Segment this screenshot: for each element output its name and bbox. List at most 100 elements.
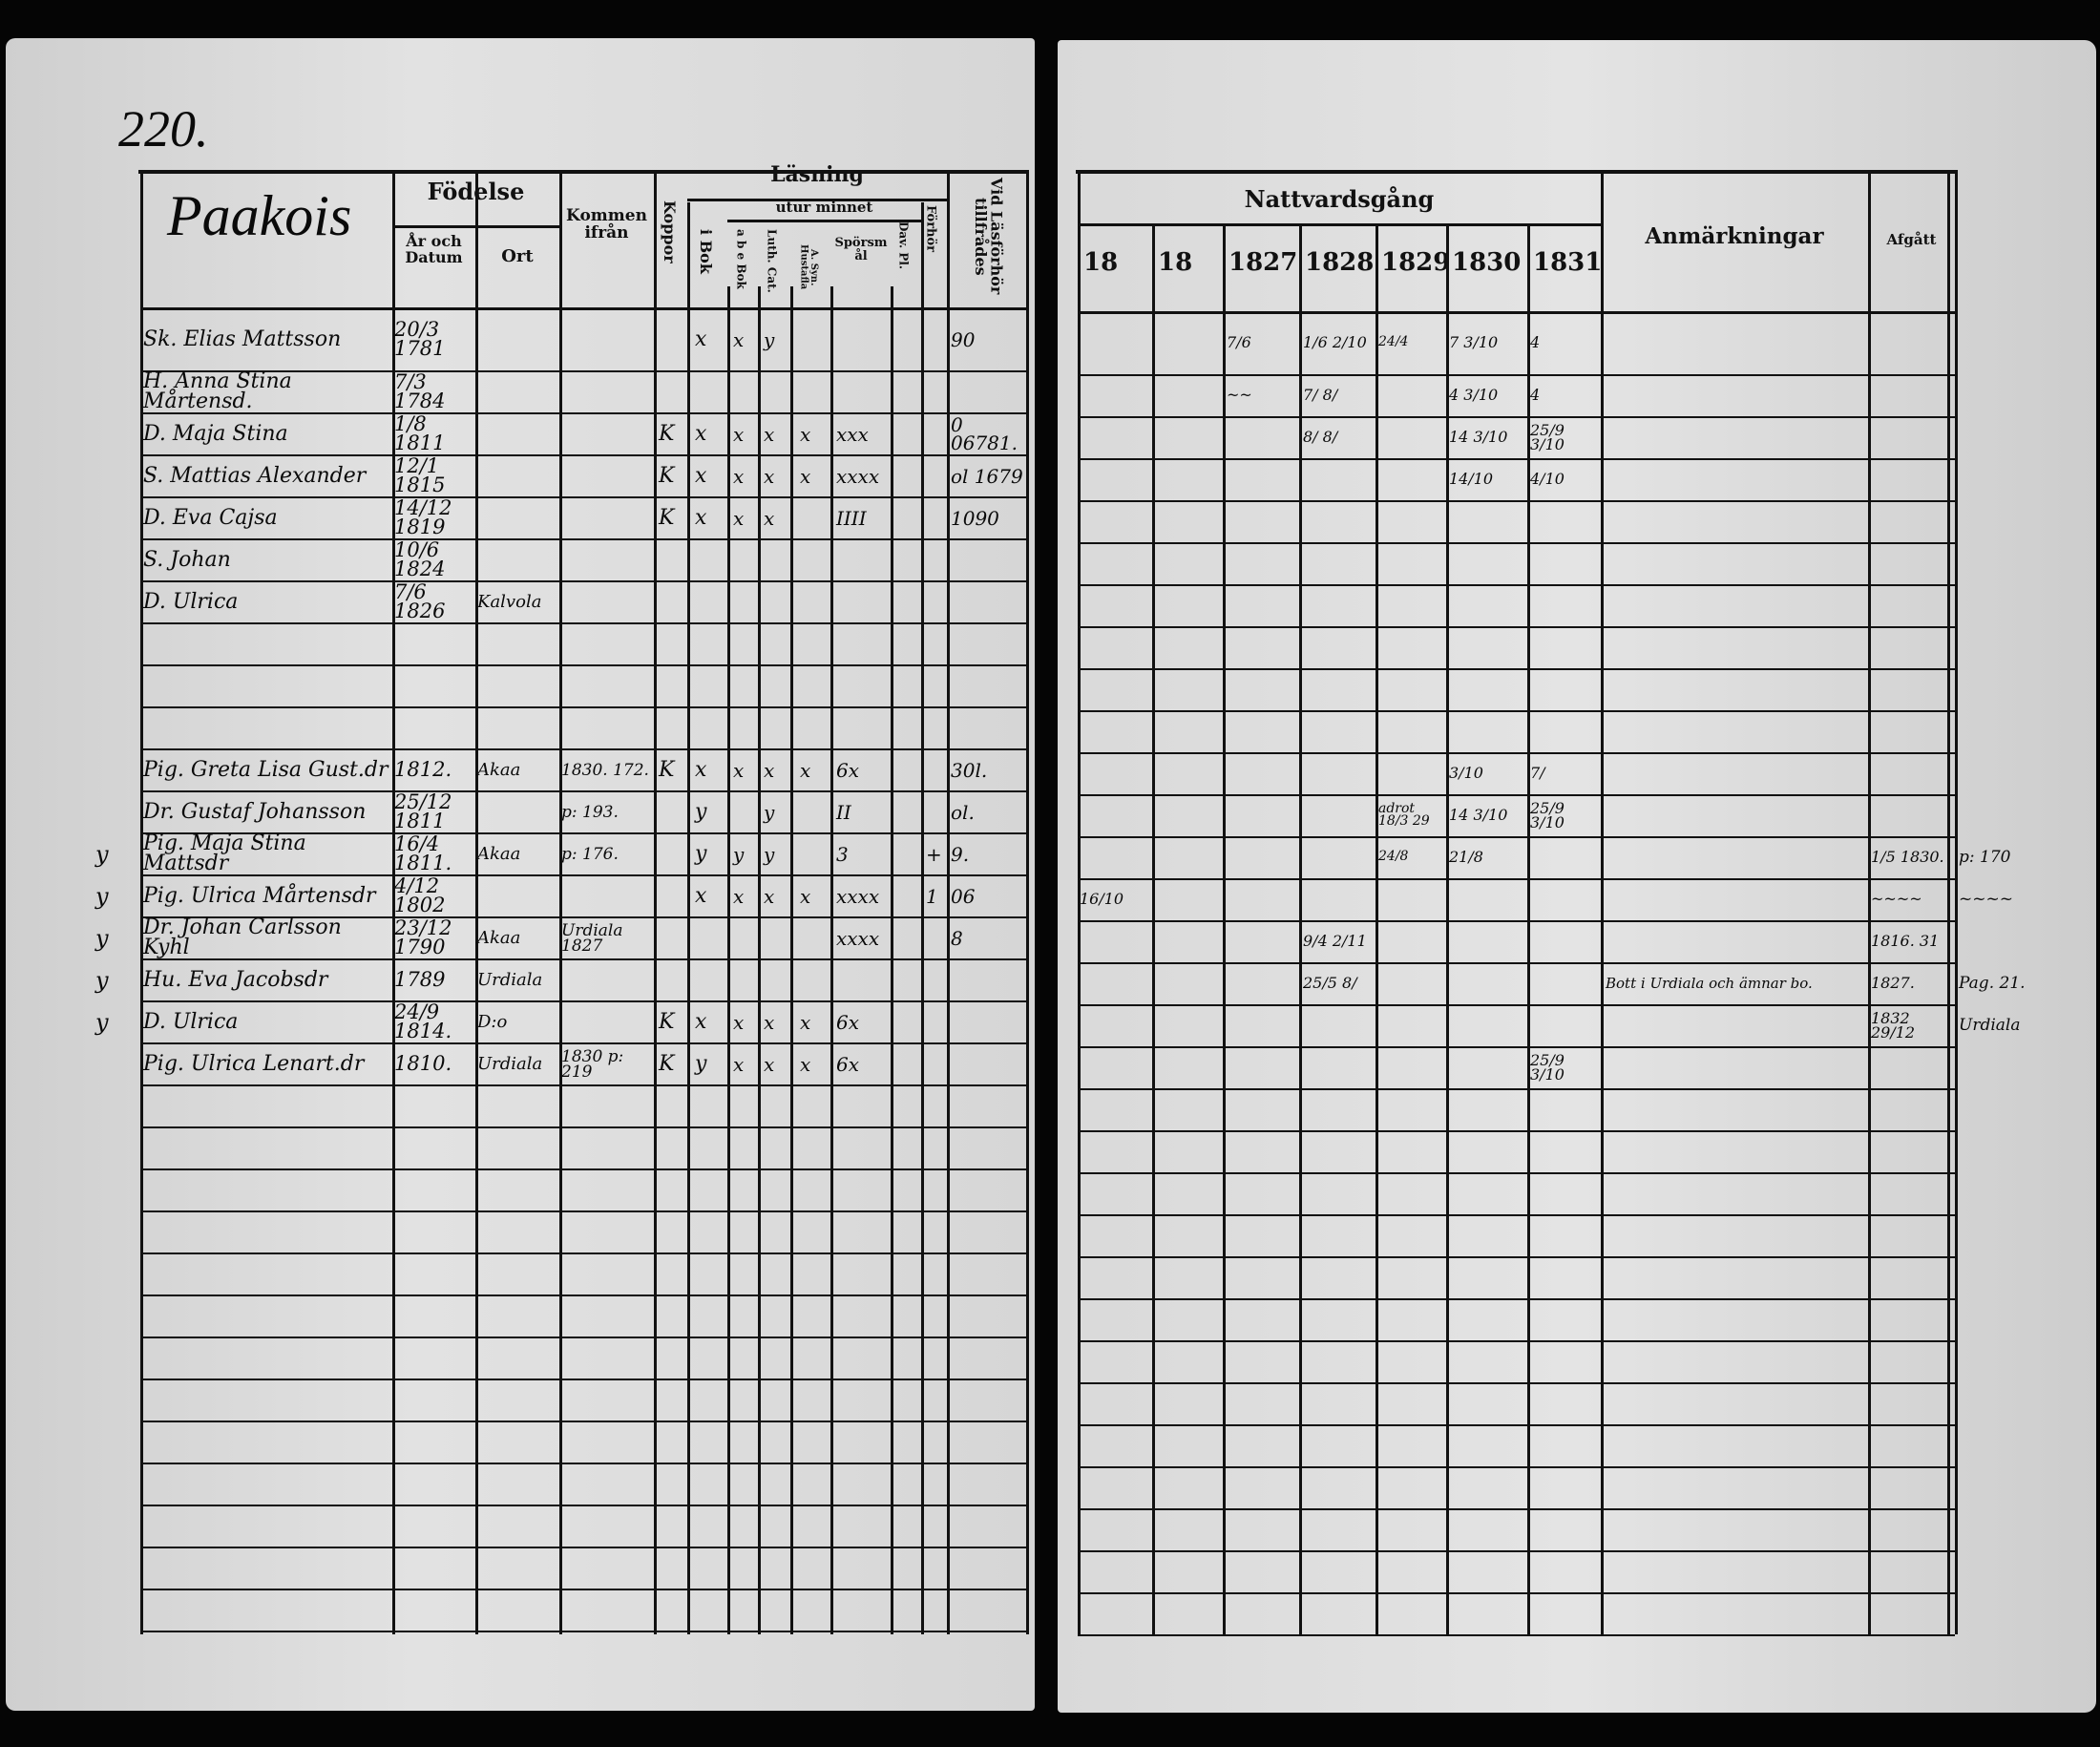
- header-lasning: Läsning: [770, 162, 864, 187]
- cell-ibok: x: [695, 1009, 707, 1034]
- cell-birth: 23/12 1790: [394, 916, 452, 958]
- cell-afgatt: 1816. 31: [1871, 932, 1940, 951]
- row-rule: [1078, 1298, 1955, 1300]
- header-kommen-ifran: Kommen ifrån: [566, 206, 647, 242]
- cell-ibok: x: [695, 505, 707, 530]
- cell-name: Dr. Gustaf Johansson: [143, 799, 367, 824]
- column-rule: [758, 286, 761, 1634]
- cell-asyn: x: [800, 1052, 811, 1076]
- header-vid-lasforhor: Vid Läsförhör tillfrådes: [971, 178, 1006, 295]
- row-rule: [1078, 416, 1955, 418]
- cell-ibok: x: [695, 883, 707, 908]
- row-rule: [140, 1168, 1028, 1170]
- cell-forar: 1: [926, 884, 938, 908]
- cell-y1831: 4/10: [1530, 470, 1564, 489]
- cell-vid: 1090: [951, 506, 999, 530]
- cell-y1828: 25/5 8/: [1303, 974, 1357, 993]
- row-rule: [1078, 1088, 1955, 1090]
- cell-y1831: 25/9 3/10: [1530, 1050, 1564, 1084]
- year-header: 1830: [1452, 248, 1522, 277]
- cell-birth: 24/9 1814.: [394, 1000, 452, 1042]
- cell-afgatt: 1/5 1830.: [1871, 848, 1944, 867]
- rule-fodelse: [392, 225, 559, 228]
- row-rule: [140, 874, 1028, 876]
- row-rule: [140, 1294, 1028, 1296]
- cell-ort: Urdiala: [477, 1054, 543, 1075]
- cell-margin: y: [95, 882, 109, 910]
- cell-birth: 25/12 1811: [394, 790, 452, 832]
- cell-y1830: 14 3/10: [1449, 428, 1508, 447]
- cell-name: Pig. Ulrica Mårtensdr: [143, 883, 376, 908]
- cell-birth: 1/8 1811: [394, 412, 446, 454]
- row-rule: [140, 496, 1028, 498]
- row-rule: [1078, 626, 1955, 628]
- cell-afgatt: ~~~~: [1871, 890, 1922, 909]
- row-rule: [1078, 458, 1955, 460]
- row-rule: [140, 454, 1028, 456]
- cell-birth: 16/4 1811.: [394, 832, 452, 874]
- cell-ort: Urdiala: [477, 970, 543, 991]
- row-rule: [140, 916, 1028, 918]
- cell-asyn: x: [800, 1010, 811, 1034]
- rule-utur: [727, 220, 921, 222]
- cell-name: Hu. Eva Jacobsdr: [143, 967, 328, 992]
- cell-spors: xxxx: [836, 464, 880, 488]
- cell-ibok: y: [695, 841, 707, 866]
- cell-y1828: 7/ 8/: [1303, 386, 1338, 405]
- row-rule: [140, 664, 1028, 666]
- year-header: 1829: [1381, 248, 1451, 277]
- header-dav-pl: Dav. Pl.: [896, 221, 911, 270]
- row-rule: [140, 1252, 1028, 1254]
- cell-birth: 4/12 1802: [394, 874, 446, 916]
- cell-ibok: x: [695, 326, 707, 351]
- cell-y1830: 14/10: [1449, 470, 1494, 489]
- cell-name: Dr. Johan Carlsson Kyhl: [143, 916, 342, 959]
- cell-name: D. Maja Stina: [143, 421, 288, 446]
- cell-from: p: 176.: [561, 844, 619, 864]
- rule-top-right: [1076, 170, 1957, 174]
- column-rule: [921, 202, 924, 1634]
- cell-spors: xxxx: [836, 926, 880, 950]
- cell-name: S. Mattias Alexander: [143, 463, 367, 488]
- year-header: 18: [1158, 248, 1193, 277]
- row-rule: [140, 832, 1028, 834]
- cell-luth: x: [764, 884, 775, 908]
- column-rule: [1152, 224, 1155, 1634]
- header-utur-minnet: utur minnet: [775, 199, 873, 216]
- cell-margin: y: [95, 1008, 109, 1036]
- cell-koppor: K: [659, 757, 675, 782]
- cell-ort: Akaa: [477, 844, 521, 865]
- column-rule: [790, 286, 793, 1634]
- column-rule: [727, 286, 730, 1634]
- cell-abe: x: [733, 422, 745, 446]
- cell-margin: y: [95, 840, 109, 868]
- header-ar-och-datum: År och Datum: [405, 232, 463, 266]
- cell-spors: xxxx: [836, 884, 880, 908]
- cell-luth: x: [764, 506, 775, 530]
- header-i-bok: i Bok: [696, 229, 715, 274]
- cell-y1830: 14 3/10: [1449, 806, 1508, 825]
- header-sporsmal: Spörsmål: [834, 236, 888, 263]
- row-rule: [1078, 836, 1955, 838]
- row-rule: [140, 1463, 1028, 1464]
- row-rule: [1078, 752, 1955, 754]
- row-rule: [1078, 500, 1955, 502]
- cell-ibok: x: [695, 463, 707, 488]
- cell-vid: ol 1679: [951, 464, 1023, 488]
- cell-abe: x: [733, 506, 745, 530]
- cell-birth: 1810.: [394, 1052, 452, 1076]
- column-rule: [891, 286, 893, 1634]
- header-a-syn: A. Syn. Hustafla: [798, 244, 820, 290]
- cell-beyond: Urdiala: [1959, 1015, 2021, 1035]
- cell-abe: x: [733, 1010, 745, 1034]
- cell-spors: IIII: [836, 506, 867, 530]
- cell-abe: x: [733, 758, 745, 782]
- cell-y1828: 8/ 8/: [1303, 428, 1338, 447]
- column-rule: [1026, 170, 1029, 1634]
- row-rule: [140, 622, 1028, 624]
- cell-y1831: 7/: [1530, 764, 1545, 783]
- page-number: 220.: [118, 100, 209, 158]
- cell-spors: 6x: [836, 1052, 860, 1076]
- cell-ort: Akaa: [477, 760, 521, 781]
- cell-name: H. Anna Stina Mårtensd.: [143, 369, 292, 413]
